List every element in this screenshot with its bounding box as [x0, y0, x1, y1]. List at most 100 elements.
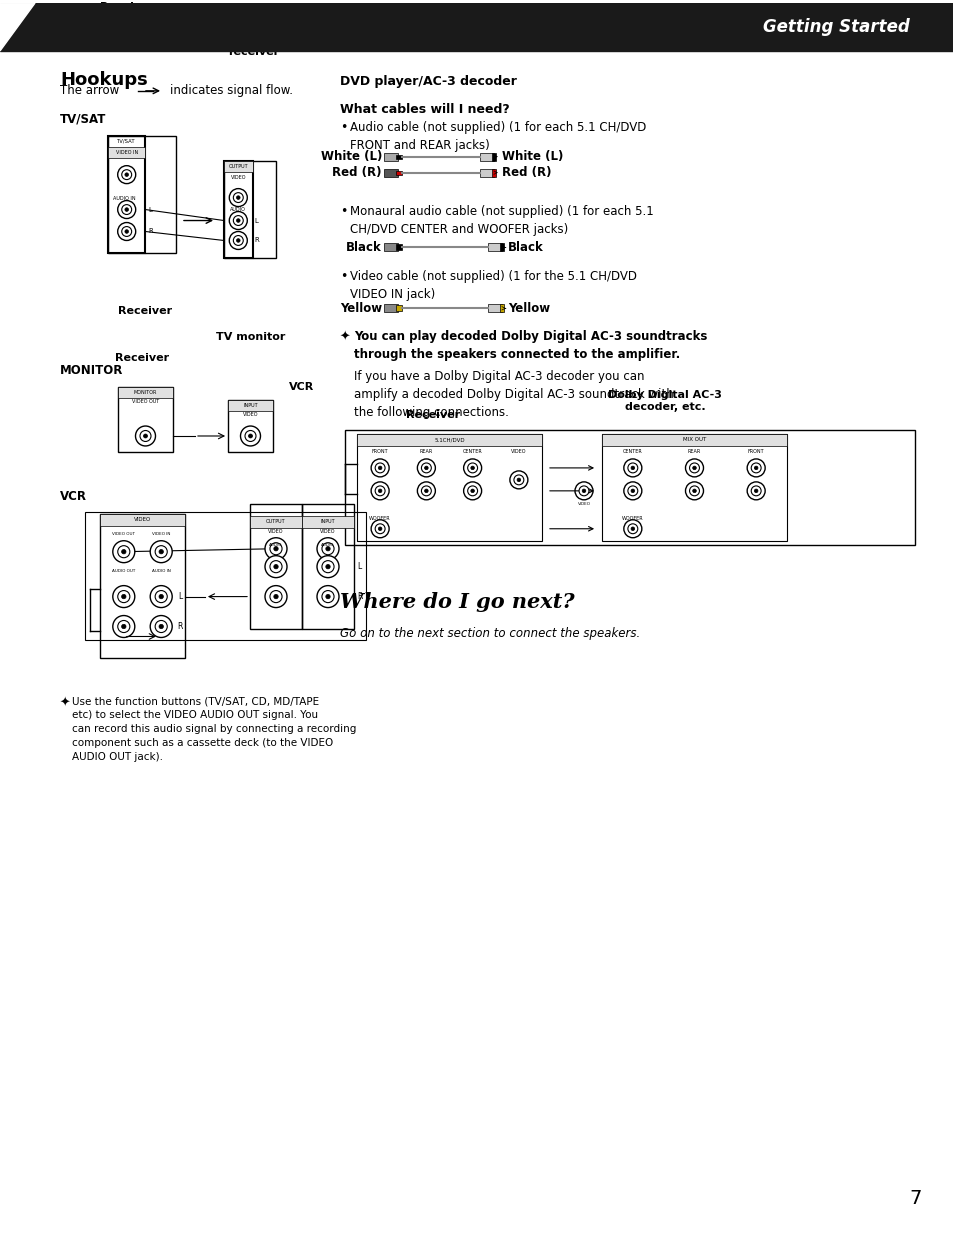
- Circle shape: [416, 482, 435, 499]
- Circle shape: [517, 478, 520, 482]
- Bar: [302, 504, 354, 629]
- Bar: [100, 514, 185, 658]
- Bar: [108, 136, 145, 254]
- Circle shape: [265, 586, 287, 608]
- Text: Receiver: Receiver: [118, 306, 172, 317]
- Text: MONITOR: MONITOR: [133, 390, 157, 395]
- Circle shape: [274, 546, 278, 551]
- Circle shape: [630, 526, 634, 530]
- Circle shape: [121, 594, 126, 599]
- Text: Receiver: Receiver: [406, 411, 459, 420]
- Text: TV/SAT: TV/SAT: [117, 139, 136, 144]
- Circle shape: [467, 462, 477, 472]
- Circle shape: [236, 218, 240, 222]
- Circle shape: [159, 550, 163, 554]
- Circle shape: [155, 620, 167, 633]
- Text: AUDIO IN: AUDIO IN: [113, 196, 136, 201]
- Text: What cables will I need?: What cables will I need?: [339, 102, 509, 116]
- Text: Where do I go next?: Where do I go next?: [339, 592, 574, 612]
- Circle shape: [378, 490, 381, 493]
- Circle shape: [117, 201, 135, 218]
- Text: TV tuner or Satellite
receiver: TV tuner or Satellite receiver: [190, 36, 316, 57]
- Text: REAR: REAR: [687, 449, 700, 454]
- Text: INPUT: INPUT: [243, 403, 257, 408]
- Text: Hookups: Hookups: [60, 72, 148, 89]
- Bar: [479, 153, 494, 160]
- Text: VIDEO: VIDEO: [320, 529, 335, 534]
- Circle shape: [630, 490, 634, 493]
- Text: Audio cable (not supplied) (1 for each 5.1 CH/DVD
FRONT and REAR jacks): Audio cable (not supplied) (1 for each 5…: [350, 121, 646, 152]
- Bar: [488, 243, 501, 252]
- Text: AUDIO OUT: AUDIO OUT: [112, 568, 135, 572]
- Bar: [100, 514, 185, 525]
- Circle shape: [229, 232, 247, 249]
- Bar: [302, 515, 354, 528]
- Text: •: •: [339, 121, 347, 133]
- Circle shape: [316, 586, 338, 608]
- Text: OUTPUT: OUTPUT: [229, 164, 248, 169]
- Bar: [228, 399, 273, 453]
- Text: Go on to the next section to connect the speakers.: Go on to the next section to connect the…: [339, 626, 639, 640]
- Bar: [108, 147, 145, 158]
- Text: VIDEO: VIDEO: [577, 502, 590, 506]
- Text: DVD player/AC-3 decoder: DVD player/AC-3 decoder: [339, 75, 517, 88]
- Circle shape: [135, 427, 155, 446]
- Circle shape: [155, 591, 167, 603]
- Circle shape: [623, 459, 641, 477]
- Circle shape: [125, 207, 129, 211]
- Text: •: •: [339, 205, 347, 217]
- Circle shape: [229, 189, 247, 207]
- Circle shape: [121, 550, 126, 554]
- Text: ✦: ✦: [60, 697, 71, 709]
- Circle shape: [378, 466, 381, 470]
- Circle shape: [623, 482, 641, 499]
- Bar: [384, 243, 397, 252]
- Bar: [228, 399, 273, 411]
- Text: White (L): White (L): [501, 150, 563, 163]
- Text: Getting Started: Getting Started: [762, 18, 909, 36]
- Circle shape: [125, 229, 129, 233]
- Circle shape: [371, 520, 389, 538]
- Bar: [395, 170, 401, 175]
- Bar: [250, 504, 302, 629]
- Circle shape: [274, 594, 278, 599]
- Text: VIDEO IN: VIDEO IN: [152, 531, 171, 536]
- Bar: [492, 153, 496, 160]
- Circle shape: [578, 486, 588, 496]
- Circle shape: [159, 624, 163, 629]
- Text: CENTER: CENTER: [622, 449, 642, 454]
- Circle shape: [150, 615, 172, 637]
- Text: Receiver: Receiver: [115, 353, 170, 364]
- Circle shape: [692, 490, 696, 493]
- Text: Video cable (not supplied) (1 for the 5.1 CH/DVD
VIDEO IN jack): Video cable (not supplied) (1 for the 5.…: [350, 270, 637, 301]
- Bar: [488, 305, 501, 312]
- Circle shape: [692, 466, 696, 470]
- Text: R: R: [254, 238, 259, 243]
- Text: If you have a Dolby Digital AC-3 decoder you can
amplify a decoded Dolby Digital: If you have a Dolby Digital AC-3 decoder…: [354, 370, 673, 419]
- Text: White (L): White (L): [320, 150, 381, 163]
- Circle shape: [630, 466, 634, 470]
- Bar: [85, 512, 366, 640]
- Circle shape: [233, 216, 243, 226]
- Bar: [395, 244, 401, 250]
- Circle shape: [248, 434, 253, 438]
- Bar: [384, 305, 397, 312]
- Circle shape: [627, 486, 638, 496]
- Circle shape: [627, 524, 638, 534]
- Circle shape: [122, 170, 132, 180]
- Text: 5.1CH/DVD: 5.1CH/DVD: [434, 438, 464, 443]
- Circle shape: [245, 430, 255, 441]
- Text: INPUT: INPUT: [320, 519, 335, 524]
- Text: AUDIO: AUDIO: [269, 543, 282, 546]
- Text: L: L: [149, 207, 152, 212]
- Circle shape: [112, 615, 134, 637]
- Circle shape: [122, 227, 132, 237]
- Circle shape: [316, 538, 338, 560]
- Text: MIX OUT: MIX OUT: [682, 438, 705, 443]
- Text: AUDIO: AUDIO: [321, 543, 335, 546]
- Circle shape: [375, 462, 385, 472]
- Circle shape: [122, 205, 132, 215]
- Circle shape: [689, 486, 699, 496]
- Text: VIDEO OUT: VIDEO OUT: [112, 531, 135, 536]
- Bar: [356, 434, 541, 541]
